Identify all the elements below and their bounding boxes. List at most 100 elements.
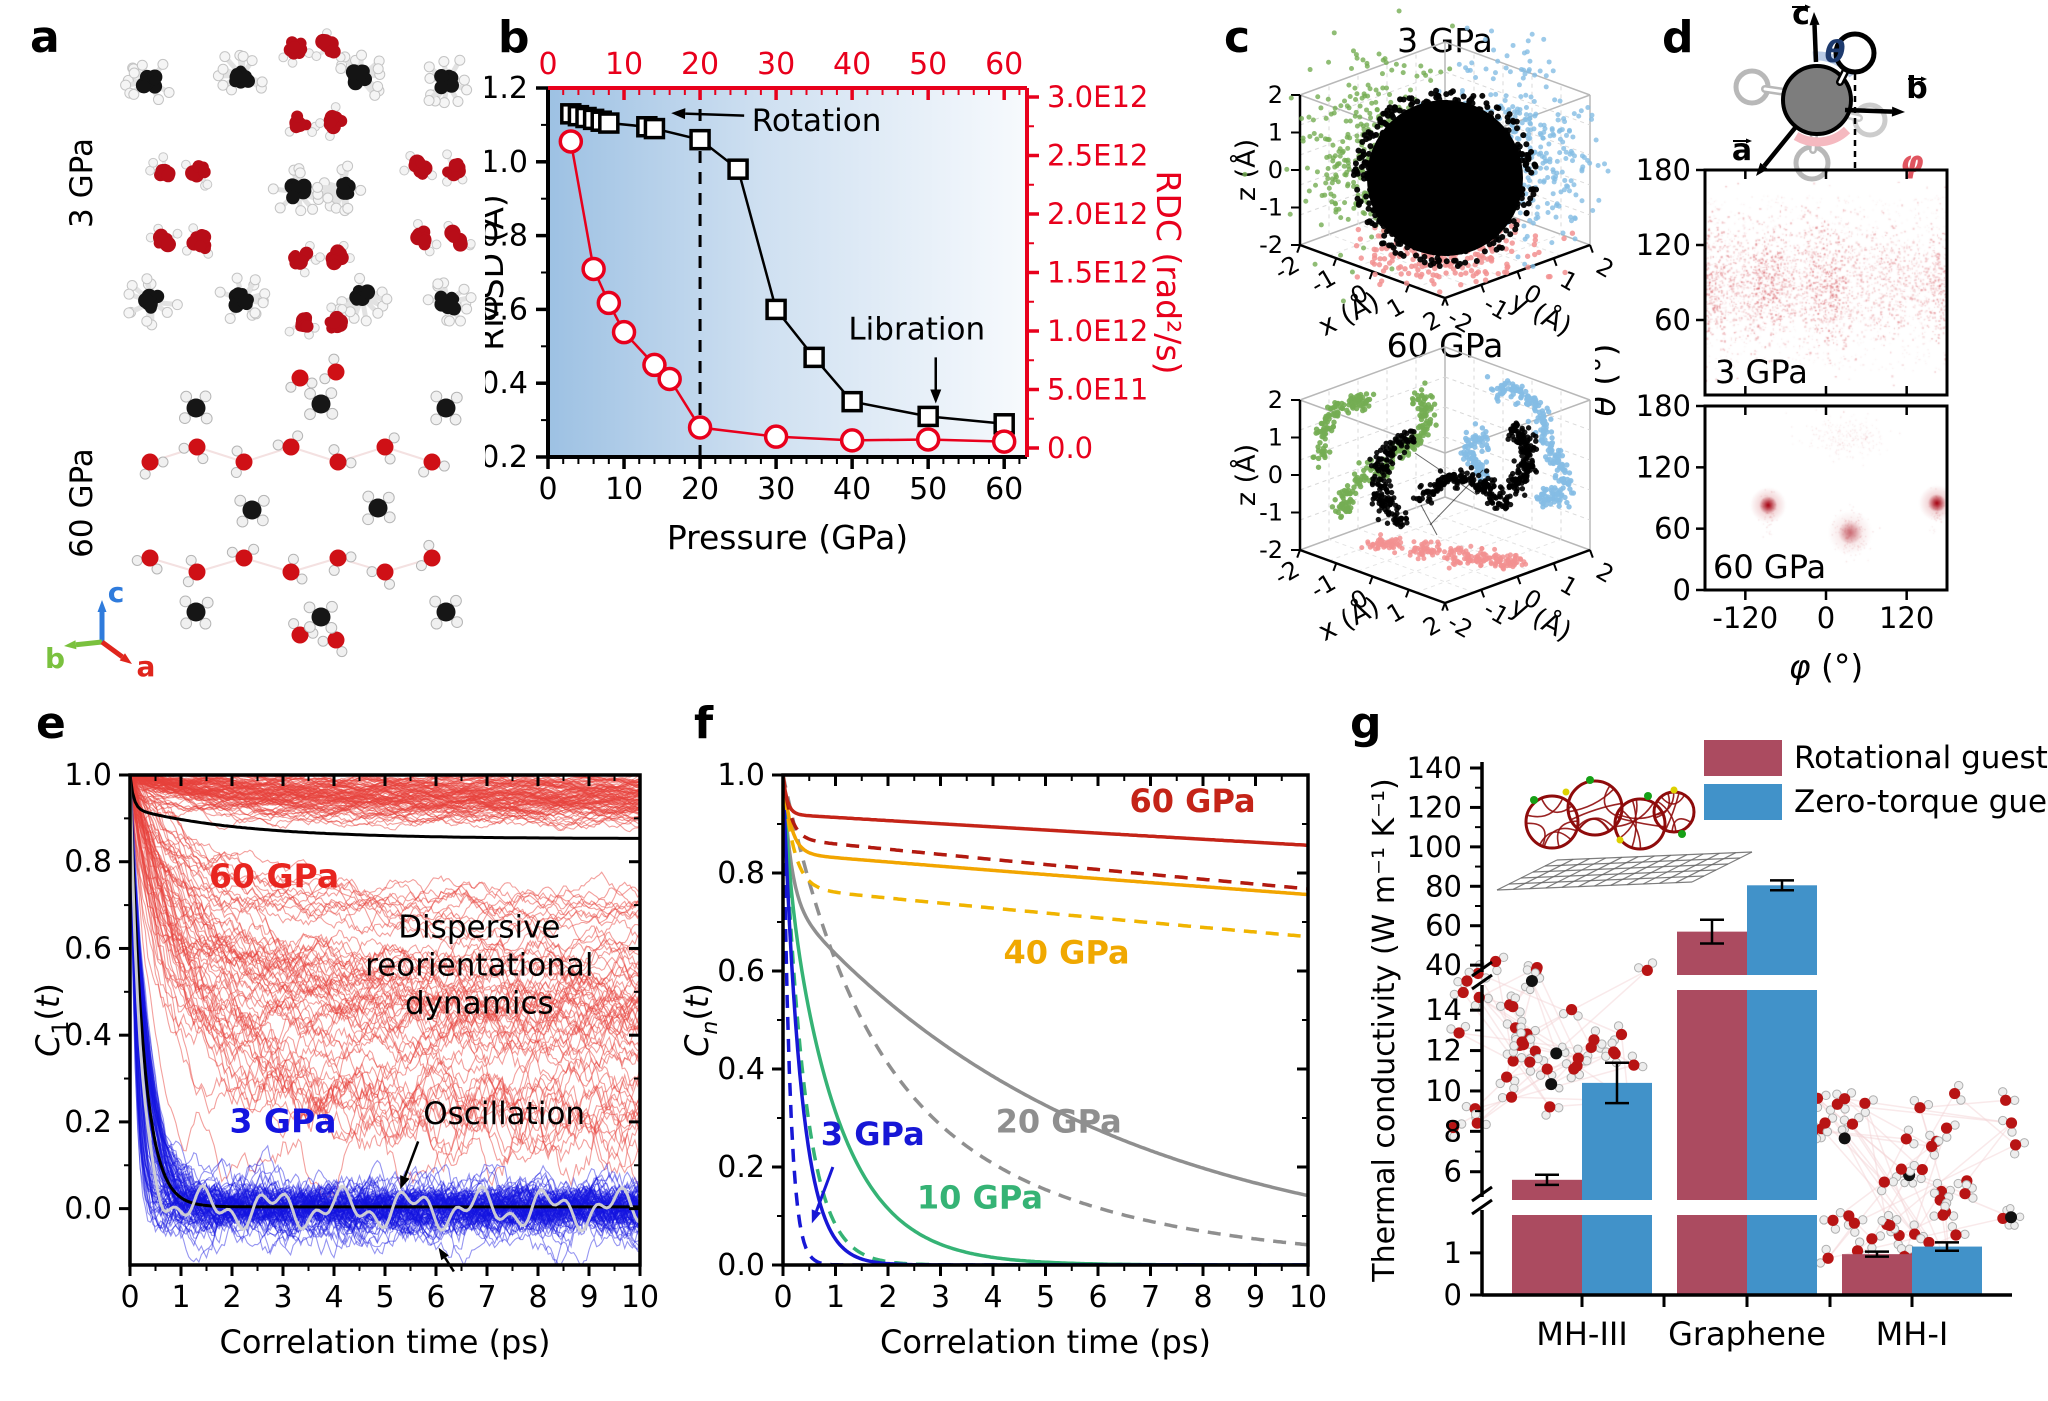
svg-text:0.6: 0.6 xyxy=(64,931,112,966)
annotation-60-gpa: 60 GPa xyxy=(209,857,339,896)
legend-swatch-0 xyxy=(1704,740,1782,776)
x-axis-label: Pressure (GPa) xyxy=(667,518,908,557)
svg-text:φ (°): φ (°) xyxy=(1789,647,1864,686)
svg-text:1.0: 1.0 xyxy=(717,758,765,793)
svg-text:1: 1 xyxy=(1444,1236,1462,1270)
svg-text:1: 1 xyxy=(1555,570,1582,602)
svg-text:60: 60 xyxy=(985,47,1023,82)
theta-phi-map-3gpa xyxy=(1705,170,1947,395)
x-axis-label: Correlation time (ps) xyxy=(219,1323,550,1361)
svg-text:-120: -120 xyxy=(1712,601,1778,635)
svg-text:0: 0 xyxy=(538,47,557,82)
panel-d-orientation: c b a θ φ -120 0 120 180 120 60 180 120 60 0 3 GPa 60 GP… xyxy=(1595,0,1949,686)
category-label-2: MH-I xyxy=(1876,1315,1949,1353)
svg-text:10: 10 xyxy=(605,472,643,507)
right-axis-label: RDC (rad²/s) xyxy=(1149,171,1185,375)
svg-text:0.8: 0.8 xyxy=(64,845,112,880)
panel-f-chart: 0 1 2 3 4 5 6 7 8 9 10 0.0 0.2 0.4 0.6 0.8 1.0 Correlatio… xyxy=(678,758,1327,1361)
z-axis-label: z (Å) xyxy=(1230,444,1262,506)
svg-text:1.0: 1.0 xyxy=(64,758,112,793)
y-axis-label: Thermal conductivity (W m⁻¹ K⁻¹) xyxy=(1367,778,1402,1283)
svg-text:0.8: 0.8 xyxy=(717,856,765,891)
scatter3d-3 GPa: 3 GPa210-1-2-2 -1 0 1 2-2 -1 0 1 2z (Å)x (Å) y (Å… xyxy=(1230,8,1619,343)
svg-text:3: 3 xyxy=(273,1280,292,1315)
svg-text:100: 100 xyxy=(1407,830,1462,864)
theta-angle-label: θ xyxy=(1825,35,1846,70)
theta-phi-map-60gpa xyxy=(1705,406,1947,590)
panel-b-chart: 0 0 10 10 20 20 30 30 40 40 50 50 60 60 0.2 0.4 0.6 0.8 1.… xyxy=(485,47,1185,557)
bars xyxy=(1512,879,1982,1295)
svg-text:10: 10 xyxy=(1425,1074,1462,1108)
axis-c-label: c xyxy=(108,576,125,609)
svg-text:0.0: 0.0 xyxy=(64,1192,112,1227)
svg-text:1: 1 xyxy=(1268,424,1283,452)
annotation-dispersive: reorientational xyxy=(365,948,593,984)
annotation-dispersive: Dispersive xyxy=(398,910,560,946)
svg-text:12: 12 xyxy=(1425,1034,1462,1068)
category-label-0: MH-III xyxy=(1536,1315,1628,1353)
x-axis-label: Correlation time (ps) xyxy=(880,1323,1211,1361)
svg-text:0.0: 0.0 xyxy=(717,1248,765,1283)
svg-text:9: 9 xyxy=(1246,1280,1265,1315)
svg-text:1.0: 1.0 xyxy=(485,145,528,180)
annotation-oscillation: Oscillation xyxy=(423,1096,585,1132)
svg-text:1: 1 xyxy=(1268,119,1283,147)
svg-text:60: 60 xyxy=(985,472,1023,507)
axes: 0 0 10 10 20 20 30 30 40 40 50 50 60 60 0.2 0.4 0.6 0.8 1.… xyxy=(485,47,1148,507)
svg-text:-2: -2 xyxy=(1259,231,1283,259)
svg-text:0.2: 0.2 xyxy=(717,1150,765,1185)
svg-text:40: 40 xyxy=(833,47,871,82)
curve-3 GPa-solid xyxy=(783,775,1308,1265)
curve-label-10-gpa: 10 GPa xyxy=(917,1179,1043,1217)
svg-text:1: 1 xyxy=(1382,597,1409,629)
svg-text:0: 0 xyxy=(773,1280,792,1315)
svg-text:120: 120 xyxy=(1879,601,1934,635)
methane-orientation-schematic: c b a θ φ xyxy=(1732,0,1928,182)
svg-text:10: 10 xyxy=(621,1280,659,1315)
svg-text:0.4: 0.4 xyxy=(64,1018,112,1053)
curve-10 GPa-solid xyxy=(783,775,1308,1265)
a-vector-label: a xyxy=(1732,133,1752,168)
legend-label-0: Rotational guest xyxy=(1794,740,2048,776)
mh-iii-structure-inset xyxy=(1446,952,1658,1142)
svg-text:30: 30 xyxy=(757,47,795,82)
curve-60 GPa-dashed xyxy=(783,775,1308,891)
svg-text:8: 8 xyxy=(1193,1280,1212,1315)
svg-text:30: 30 xyxy=(757,472,795,507)
svg-text:2: 2 xyxy=(1268,386,1283,414)
annotation-libration: Libration xyxy=(848,312,985,348)
svg-text:0.2: 0.2 xyxy=(485,440,528,475)
svg-text:0.2: 0.2 xyxy=(64,1105,112,1140)
panel-c-letter: c xyxy=(1224,12,1251,63)
svg-text:1: 1 xyxy=(826,1280,845,1315)
annotation-3-gpa: 3 GPa xyxy=(229,1102,336,1141)
svg-text:1.5E12: 1.5E12 xyxy=(1047,256,1148,290)
legend-swatch-1 xyxy=(1704,784,1782,820)
curve-label-3-gpa: 3 GPa xyxy=(821,1115,925,1153)
svg-text:3.0E12: 3.0E12 xyxy=(1047,80,1148,114)
svg-text:0.4: 0.4 xyxy=(717,1052,765,1087)
svg-text:0: 0 xyxy=(1268,156,1283,184)
svg-text:0: 0 xyxy=(1817,601,1835,635)
panel-g-bar-chart: Rotational guest Zero-torque guest 0 1 6 8 10 1… xyxy=(1367,740,2048,1353)
svg-text:10: 10 xyxy=(1289,1280,1327,1315)
panel-g-letter: g xyxy=(1350,698,1382,749)
svg-text:60: 60 xyxy=(1425,909,1462,943)
svg-text:1.0E12: 1.0E12 xyxy=(1047,314,1148,348)
svg-text:3: 3 xyxy=(931,1280,950,1315)
curve-label-40-gpa: 40 GPa xyxy=(1004,934,1130,972)
axis-triad: c b a xyxy=(45,576,155,683)
svg-text:-1: -1 xyxy=(1259,194,1283,222)
svg-text:8: 8 xyxy=(1444,1114,1462,1148)
svg-text:40: 40 xyxy=(1425,948,1462,982)
legend: Rotational guest Zero-torque guest xyxy=(1704,740,2048,820)
svg-text:0: 0 xyxy=(120,1280,139,1315)
svg-text:2: 2 xyxy=(878,1280,897,1315)
axis-b-label: b xyxy=(45,642,65,675)
svg-text:2.5E12: 2.5E12 xyxy=(1047,139,1148,173)
svg-text:6: 6 xyxy=(1444,1155,1462,1189)
svg-text:θ (°): θ (°) xyxy=(1595,344,1623,417)
svg-text:5.0E11: 5.0E11 xyxy=(1047,373,1148,407)
svg-text:0: 0 xyxy=(1673,573,1691,607)
